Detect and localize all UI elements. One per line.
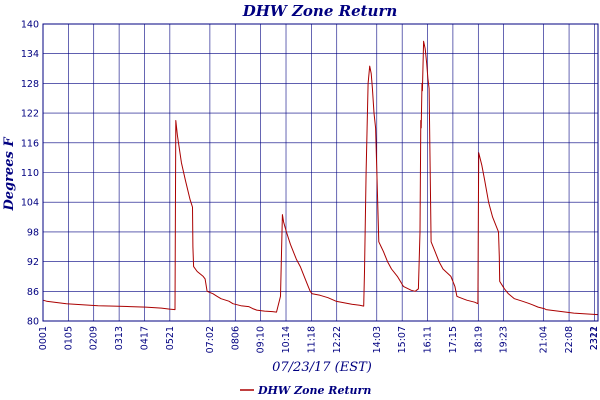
x-tick-label: 0105 bbox=[63, 326, 74, 350]
x-tick-label: 0313 bbox=[114, 326, 125, 350]
x-tick-label: 09:10 bbox=[256, 326, 267, 353]
y-tick-label: 86 bbox=[27, 287, 39, 298]
x-tick-label: 2321 bbox=[589, 326, 600, 350]
legend: DHW Zone Return bbox=[240, 384, 371, 397]
x-axis-ticks: 0001 0105 0209 0313 0417 0521 07:02 0806 09:10 10… bbox=[38, 326, 600, 353]
x-tick-label: 12:22 bbox=[332, 326, 343, 353]
x-tick-label: 16:11 bbox=[423, 326, 434, 353]
x-tick-label: 21:04 bbox=[539, 326, 550, 353]
x-tick-label: 0001 bbox=[38, 326, 49, 350]
y-tick-label: 134 bbox=[21, 49, 39, 60]
x-tick-label: 0417 bbox=[139, 326, 150, 350]
x-tick-label: 22:08 bbox=[564, 326, 575, 353]
x-axis-label: 07/23/17 (EST) bbox=[272, 360, 372, 375]
y-tick-label: 92 bbox=[27, 257, 39, 268]
x-tick-label: 14:03 bbox=[372, 326, 383, 353]
y-axis-ticks: 80 86 92 98 104 110 116 122 128 134 140 bbox=[21, 20, 39, 328]
x-tick-label: 15:07 bbox=[397, 326, 408, 353]
y-tick-label: 80 bbox=[27, 317, 39, 328]
y-tick-label: 140 bbox=[21, 20, 39, 31]
x-tick-label: 11:18 bbox=[306, 326, 317, 353]
series-layer bbox=[42, 40, 599, 316]
x-tick-label: 0806 bbox=[230, 326, 241, 350]
y-axis-label: Degrees F bbox=[2, 137, 17, 212]
y-tick-label: 110 bbox=[21, 168, 39, 179]
chart-title: DHW Zone Return bbox=[242, 2, 398, 20]
series-line bbox=[42, 40, 599, 316]
legend-label: DHW Zone Return bbox=[257, 384, 371, 397]
x-tick-label: 07:02 bbox=[205, 326, 216, 353]
x-tick-label: 2312 bbox=[589, 326, 600, 350]
y-tick-label: 122 bbox=[21, 109, 39, 120]
y-tick-label: 116 bbox=[21, 138, 39, 149]
x-tick-label: 19:23 bbox=[499, 326, 510, 353]
x-tick-label: 10:14 bbox=[281, 326, 292, 353]
y-tick-label: 104 bbox=[21, 198, 39, 209]
x-tick-label: 17:15 bbox=[448, 326, 459, 353]
x-tick-label: 18:19 bbox=[473, 326, 484, 353]
grid bbox=[42, 23, 599, 322]
y-tick-label: 128 bbox=[21, 79, 39, 90]
x-tick-label: 0521 bbox=[165, 326, 176, 350]
x-tick-label: 0209 bbox=[89, 326, 100, 350]
y-tick-label: 98 bbox=[27, 227, 39, 238]
plot-border bbox=[42, 23, 599, 322]
